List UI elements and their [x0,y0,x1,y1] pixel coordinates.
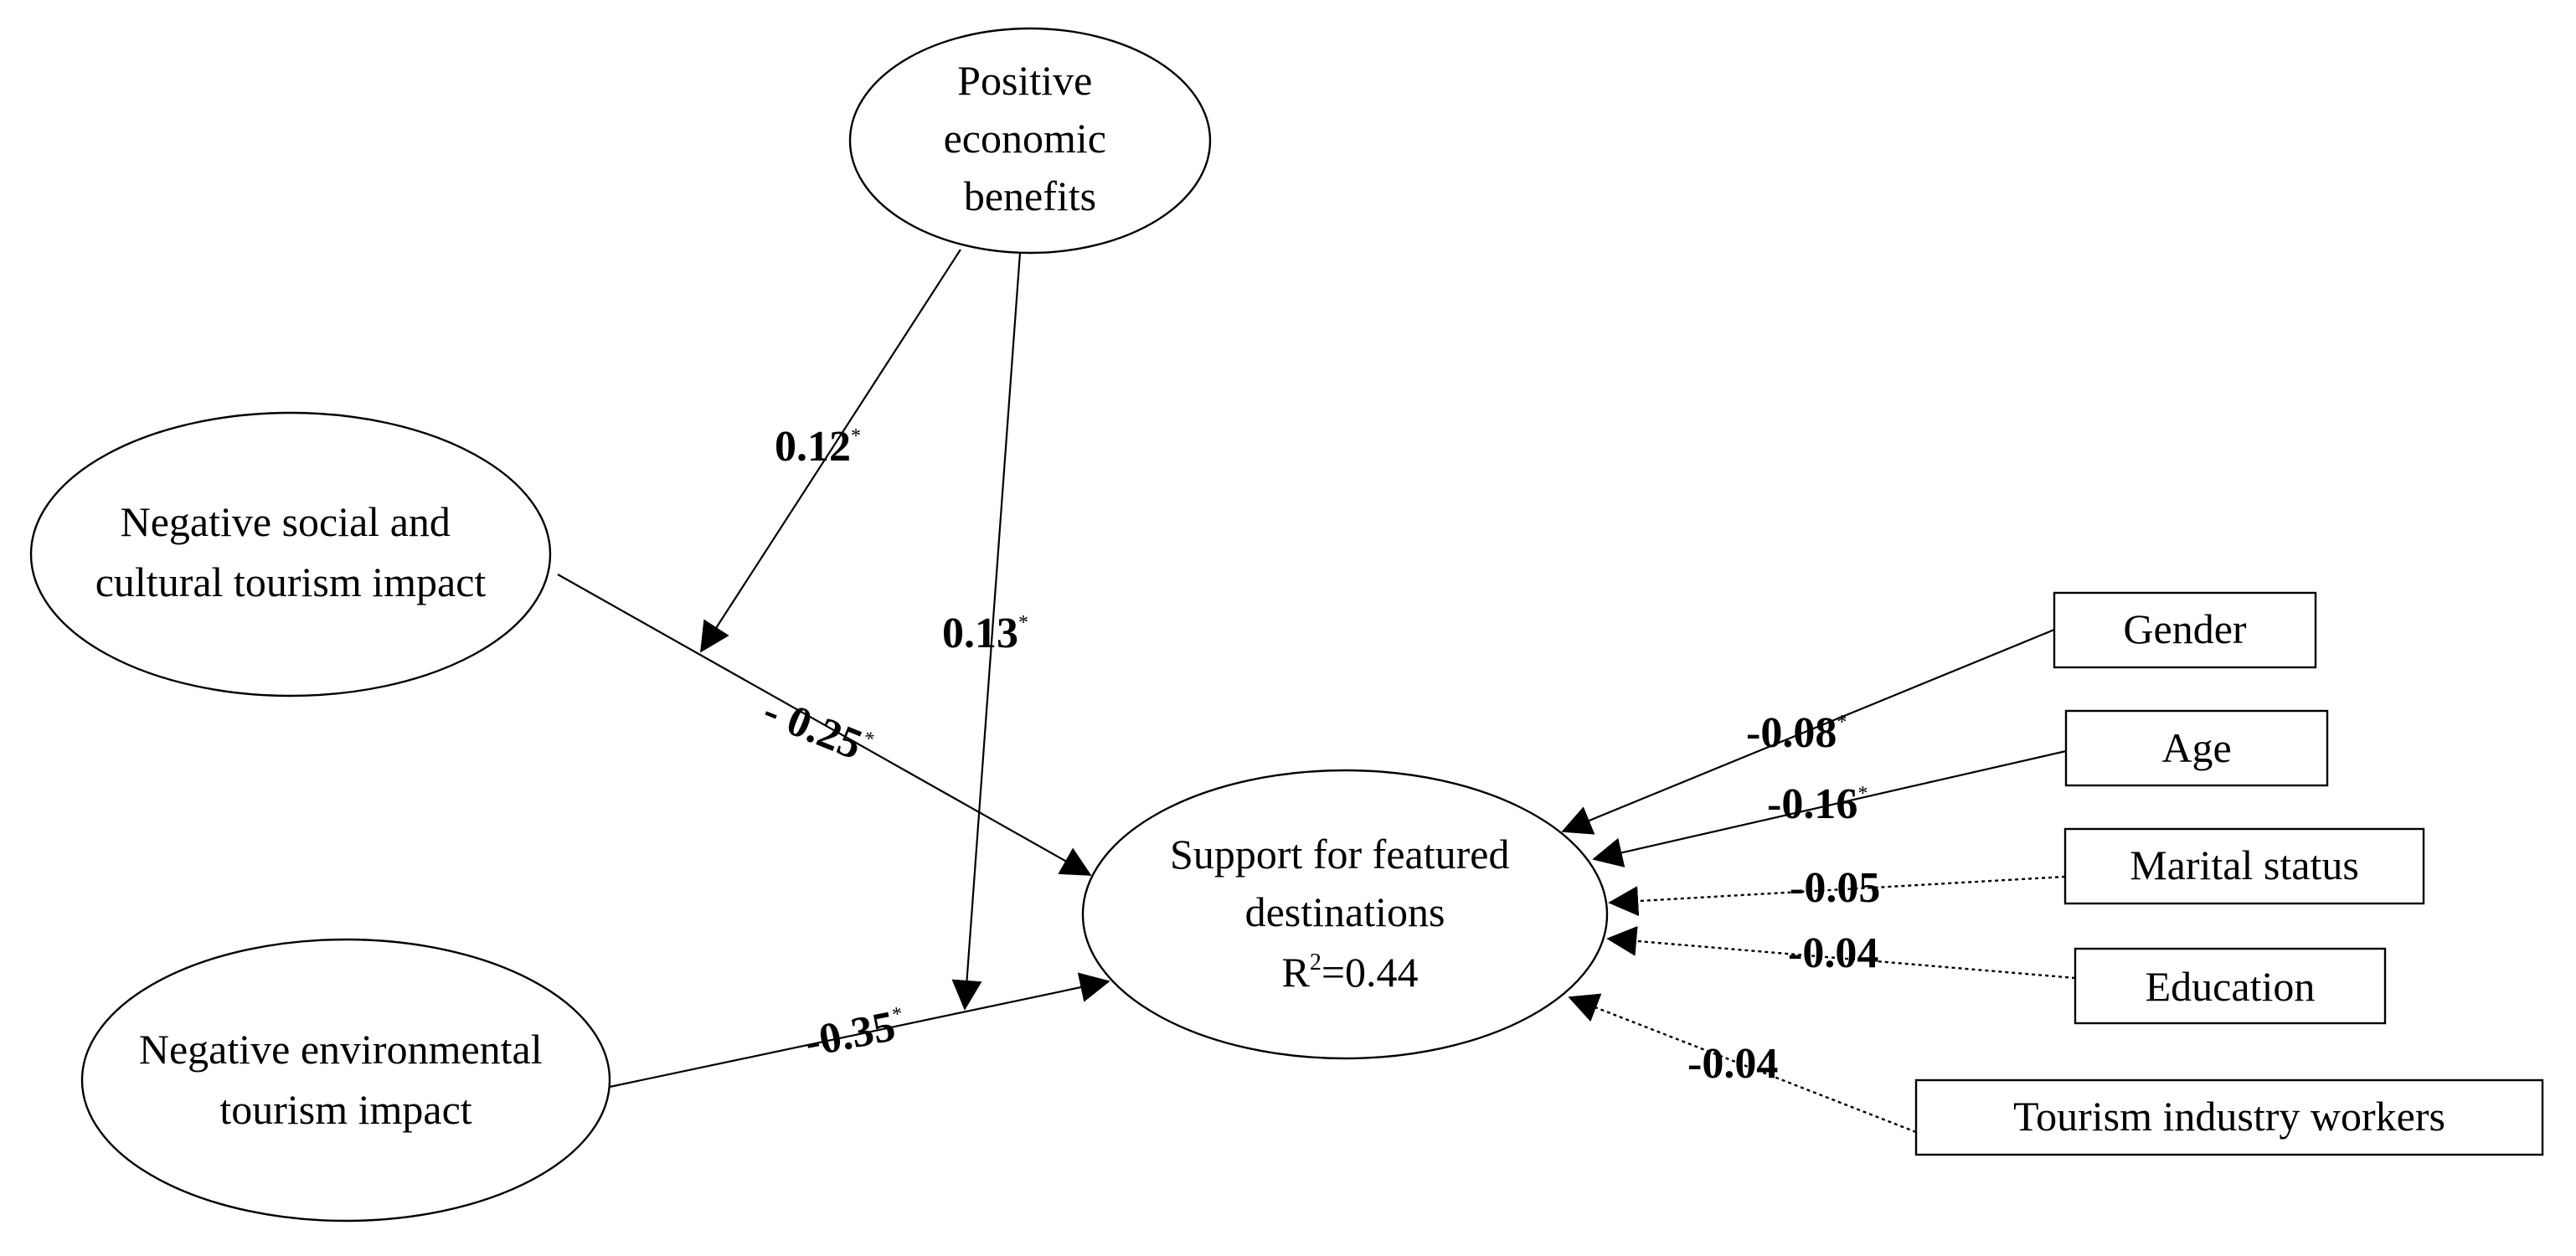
edge-social-to-support [557,574,1092,876]
education-box [2074,947,2387,1025]
node-tourism-industry-workers: Tourism industry workers [1914,1078,2544,1156]
edges [557,249,2076,1134]
edge-age-to-support [1592,749,2067,867]
support-label: Support for featured destinations [1170,831,1520,935]
positive-economic-label: Positive economic benefits [944,57,1117,219]
negative-environmental-ellipse [80,938,611,1223]
gender-box [2053,591,2317,669]
r-squared: R2=0.44 [1281,949,1418,996]
coef-social-support-group: - 0.25* [757,687,878,773]
node-support-featured-destinations: Support for featured destinations R2=0.4… [1081,769,1609,1060]
node-negative-social-impact: Negative social and cultural tourism imp… [29,411,552,697]
node-education: Education [2074,947,2387,1025]
negative-environmental-label: Negative environmental tourism impact [139,1026,553,1133]
edge-workers-to-support [1568,993,1917,1134]
coef-age-support: -0.16* [1767,780,1868,828]
coef-environmental-support-group: -0.35* [801,1001,909,1067]
coef-gender-support: -0.08* [1746,709,1847,757]
age-label: Age [2161,724,2231,771]
coef-environmental-support: -0.35* [801,1001,909,1067]
node-negative-environmental-impact: Negative environmental tourism impact [80,938,611,1223]
edge-economic-moderates-social [700,249,961,653]
gender-label: Gender [2123,605,2246,652]
coef-marital-support: -0.05 [1790,864,1880,912]
coef-economic-social: 0.12* [775,423,861,471]
edge-education-to-support [1606,925,2076,980]
education-label: Education [2146,963,2316,1010]
edge-gender-to-support [1561,628,2055,835]
positive-economic-ellipse [848,27,1212,255]
age-box [2064,709,2329,787]
marital-status-label: Marital status [2130,842,2359,888]
support-ellipse [1081,769,1609,1060]
coef-social-support: - 0.25* [757,687,878,773]
negative-social-ellipse [29,411,552,697]
tourism-workers-box [1914,1078,2544,1156]
tourism-workers-label: Tourism industry workers [2013,1093,2445,1140]
edge-marital-to-support [1608,875,2066,917]
edge-environmental-to-support [609,972,1110,1089]
coef-education-support: -0.04 [1788,929,1878,977]
edge-economic-moderates-environmental [951,252,1022,1011]
coef-economic-environmental: 0.13* [942,610,1028,657]
negative-social-label: Negative social and cultural tourism imp… [95,498,487,605]
node-gender: Gender [2053,591,2317,669]
node-age: Age [2064,709,2329,787]
node-positive-economic-benefits: Positive economic benefits [848,27,1212,255]
marital-status-box [2063,827,2425,905]
coef-workers-support: -0.04 [1687,1040,1778,1088]
node-marital-status: Marital status [2063,827,2425,905]
